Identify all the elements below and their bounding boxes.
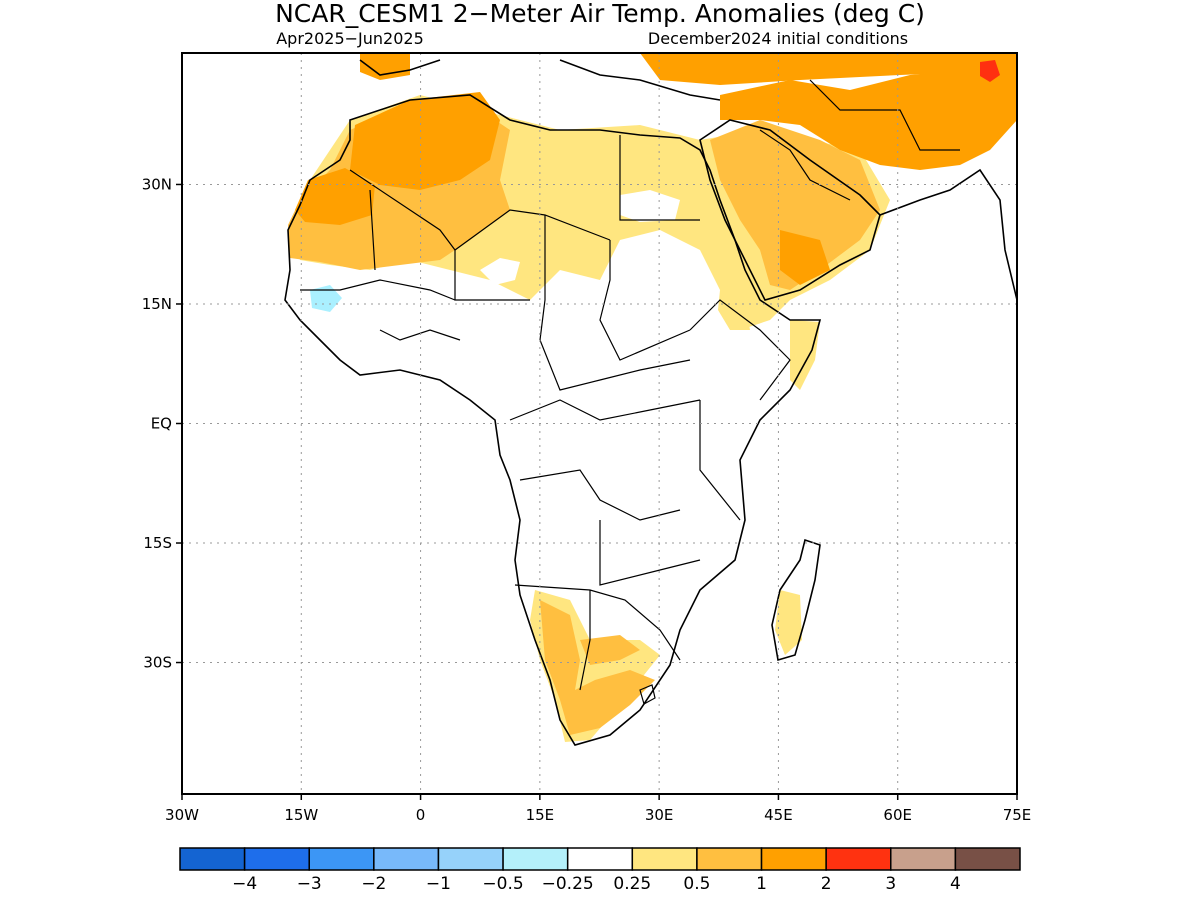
border-line	[300, 279, 456, 301]
lon-tick-label: 30W	[165, 806, 199, 824]
border-line	[509, 399, 701, 421]
map-title: NCAR_CESM1 2−Meter Air Temp. Anomalies (…	[275, 0, 925, 28]
colorbar-swatch	[308, 847, 375, 871]
lon-tick-label: 60E	[883, 806, 912, 824]
colorbar-label: −3	[297, 874, 322, 894]
border-line	[349, 169, 611, 251]
lon-tick-label: 30E	[645, 806, 674, 824]
europe-coastline	[359, 59, 721, 101]
colorbar-label: −4	[232, 874, 257, 894]
longitude-axis: 30W 15W 0 15E 30E 45E 60E 75E	[165, 794, 1031, 824]
map-subtitle-left: Apr2025−Jun2025	[276, 29, 424, 48]
map-subtitle-right: December2024 initial conditions	[648, 29, 908, 48]
colorbar-swatch	[631, 847, 698, 871]
anomaly-shading	[288, 53, 1017, 742]
lon-tick-label: 15W	[284, 806, 318, 824]
lat-tick-label: 15N	[142, 295, 172, 313]
latitude-axis: 30N 15N EQ 15S 30S	[142, 175, 182, 672]
colorbar-swatch	[243, 847, 310, 871]
madagascar-coastline	[771, 538, 821, 662]
colorbar-label: 1	[756, 874, 767, 894]
border-line	[579, 590, 591, 691]
border-line	[379, 329, 461, 341]
coastlines	[284, 59, 1017, 746]
colorbar-swatch	[502, 847, 569, 871]
map-plot-area: 30W 15W 0 15E 30E 45E 60E 75E 30N 15N EQ 15S 30S	[142, 52, 1031, 824]
border-line	[369, 189, 376, 271]
lat-tick-label: 30S	[143, 654, 172, 672]
border-line	[519, 469, 681, 521]
border-line	[539, 339, 691, 391]
border-line	[639, 684, 656, 705]
colorbar-swatch	[696, 847, 763, 871]
colorbar-swatch	[437, 847, 504, 871]
colorbar-label: 2	[821, 874, 832, 894]
border-line	[539, 215, 546, 341]
colorbar-swatch	[890, 847, 957, 871]
map-gridlines	[182, 53, 1017, 794]
colorbar-label: 4	[950, 874, 961, 894]
border-line	[689, 299, 791, 401]
colorbar-swatch	[760, 847, 827, 871]
border-line	[759, 129, 851, 201]
anomaly-region-europe-orange	[360, 53, 410, 80]
anomaly-region-mideast-orange	[720, 70, 1017, 170]
lat-tick-label: 15S	[143, 534, 172, 552]
colorbar-label: −0.25	[542, 874, 594, 894]
anomaly-region-arabia-lightorange	[710, 120, 880, 290]
anomaly-region-southafrica-lightorange	[540, 600, 655, 735]
asia-coastline	[879, 168, 1017, 301]
border-line	[454, 250, 530, 301]
colorbar-swatch	[954, 847, 1021, 871]
border-line	[599, 240, 691, 361]
colorbar-swatch	[825, 847, 892, 871]
lon-tick-label: 75E	[1003, 806, 1032, 824]
border-line	[809, 79, 960, 151]
colorbar-swatch	[566, 847, 634, 871]
colorbar-swatch	[373, 847, 440, 871]
colorbar-label: 0.5	[683, 874, 710, 894]
anomaly-region-botswana-lightorange	[580, 635, 640, 665]
colorbar-label: −0.5	[482, 874, 523, 894]
anomaly-region-sahel-white-gap	[480, 258, 520, 285]
colorbar: −4 −3 −2 −1 −0.5 −0.25 0.25 0.5 1 2 3 4	[179, 847, 1021, 894]
colorbar-label: −2	[361, 874, 386, 894]
arabia-coastline	[699, 119, 881, 301]
colorbar-swatch	[179, 847, 246, 871]
lon-tick-label: 45E	[764, 806, 793, 824]
lat-tick-label: 30N	[142, 175, 172, 193]
anomaly-region-algeria-orange	[350, 92, 500, 190]
lat-tick-label: EQ	[151, 415, 172, 433]
anomaly-region-red	[980, 60, 1000, 82]
anomaly-region-westafrica-blue	[310, 285, 342, 312]
anomaly-region-somalia-yellow	[790, 320, 820, 390]
colorbar-label: 3	[885, 874, 896, 894]
border-line	[514, 584, 681, 661]
colorbar-label: −1	[426, 874, 451, 894]
anomaly-region-caspian-orange	[640, 53, 1017, 85]
anomaly-region-westsahara-orange	[295, 168, 375, 225]
anomaly-region-madagascar-yellow	[775, 590, 802, 655]
lon-tick-label: 15E	[526, 806, 555, 824]
border-line	[619, 135, 700, 221]
anomaly-region-arabia-orange	[780, 230, 830, 285]
lon-tick-label: 0	[416, 806, 426, 824]
anomaly-region-libya-white-gap	[620, 190, 680, 222]
colorbar-label: 0.25	[613, 874, 651, 894]
border-line	[599, 520, 701, 586]
